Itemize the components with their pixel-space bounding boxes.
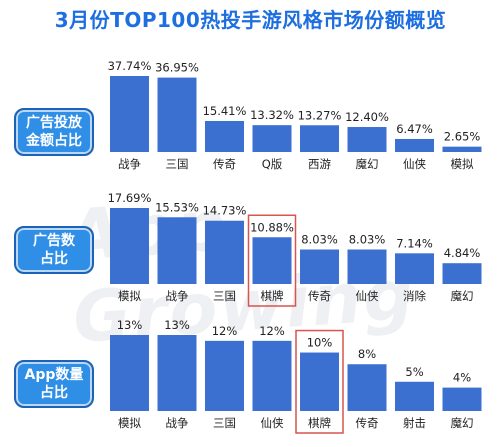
category-label: 三国 <box>213 416 236 430</box>
category-label: 模拟 <box>118 289 141 303</box>
badge-line-1: 广告投放 <box>26 115 82 131</box>
category-label: 传奇 <box>213 157 236 171</box>
bar <box>252 237 292 284</box>
data-label: 15.41% <box>203 104 247 118</box>
data-label: 13% <box>117 318 143 332</box>
bar <box>395 381 434 411</box>
data-label: 17.69% <box>108 191 152 205</box>
category-label: 仙侠 <box>261 416 284 430</box>
data-label: 12% <box>212 324 238 338</box>
data-label: 12.40% <box>345 110 389 124</box>
data-label: 8% <box>358 347 376 361</box>
data-label: 10.88% <box>250 220 294 234</box>
data-label: 12% <box>259 324 285 338</box>
bar <box>300 249 339 284</box>
category-label: 魔幻 <box>356 157 379 171</box>
data-label: 14.73% <box>203 204 247 218</box>
category-label: 传奇 <box>356 416 379 430</box>
panel-badge-ad-spend: 广告投放 金额占比 <box>14 108 94 156</box>
category-label: 棋牌 <box>261 289 284 303</box>
bar <box>442 387 482 411</box>
bar <box>300 125 339 152</box>
bar <box>347 249 387 284</box>
category-label: 西游 <box>308 157 331 171</box>
category-label: 模拟 <box>118 416 141 430</box>
badge-line-2: 占比 <box>40 251 68 267</box>
data-label: 13.32% <box>250 108 294 122</box>
data-label: 8.03% <box>349 233 386 247</box>
category-label: 战争 <box>118 157 141 171</box>
data-label: 8.03% <box>301 233 338 247</box>
highlight-box <box>295 329 344 434</box>
category-label: 消除 <box>403 289 426 303</box>
badge-line-1: 广告数 <box>33 233 75 249</box>
category-label: 战争 <box>166 289 189 303</box>
category-label: Q版 <box>262 157 283 171</box>
data-label: 2.65% <box>444 130 481 144</box>
panel-badge-ad-count: 广告数 占比 <box>14 226 94 274</box>
category-label: 战争 <box>166 416 189 430</box>
highlight-box <box>247 214 297 307</box>
badge-line-2: 金额占比 <box>26 133 82 149</box>
category-label: 模拟 <box>451 157 474 171</box>
bar <box>252 340 292 411</box>
bar <box>157 77 197 152</box>
category-label: 三国 <box>166 157 189 171</box>
data-label: 7.14% <box>396 236 433 250</box>
category-label: 射击 <box>403 416 426 430</box>
data-label: 13% <box>164 318 190 332</box>
bar <box>157 217 197 284</box>
bar <box>157 335 197 411</box>
category-label: 魔幻 <box>451 416 474 430</box>
badge-line-2: 占比 <box>40 385 68 401</box>
bar <box>442 263 482 284</box>
category-label: 魔幻 <box>451 289 474 303</box>
data-label: 4.84% <box>444 246 481 260</box>
category-label: 仙侠 <box>356 289 379 303</box>
chart-title: 3月份TOP100热投手游风格市场份额概览 <box>54 8 447 32</box>
bar <box>205 120 244 152</box>
category-label: 三国 <box>213 289 236 303</box>
bar <box>347 127 387 152</box>
badge-line-1: App数量 <box>24 367 84 383</box>
data-label: 4% <box>453 371 471 385</box>
category-label: 仙侠 <box>403 157 426 171</box>
bar <box>347 364 387 411</box>
data-label: 15.53% <box>155 200 199 214</box>
bar <box>110 208 149 284</box>
data-label: 13.27% <box>298 108 342 122</box>
bar <box>395 253 434 284</box>
category-label: 棋牌 <box>308 416 331 430</box>
data-label: 6.47% <box>396 122 433 136</box>
category-label: 传奇 <box>308 289 331 303</box>
data-label: 37.74% <box>108 59 152 73</box>
bar <box>205 340 244 411</box>
panel-badge-app-count: App数量 占比 <box>14 360 94 408</box>
bar <box>205 220 244 284</box>
data-label: 5% <box>405 365 423 379</box>
bar <box>442 146 482 152</box>
bar <box>395 138 434 152</box>
data-label: 10% <box>307 336 333 350</box>
bar <box>110 335 149 411</box>
data-label: 36.95% <box>155 61 199 75</box>
bar <box>110 76 149 152</box>
bar <box>300 352 339 411</box>
bar <box>252 125 292 152</box>
